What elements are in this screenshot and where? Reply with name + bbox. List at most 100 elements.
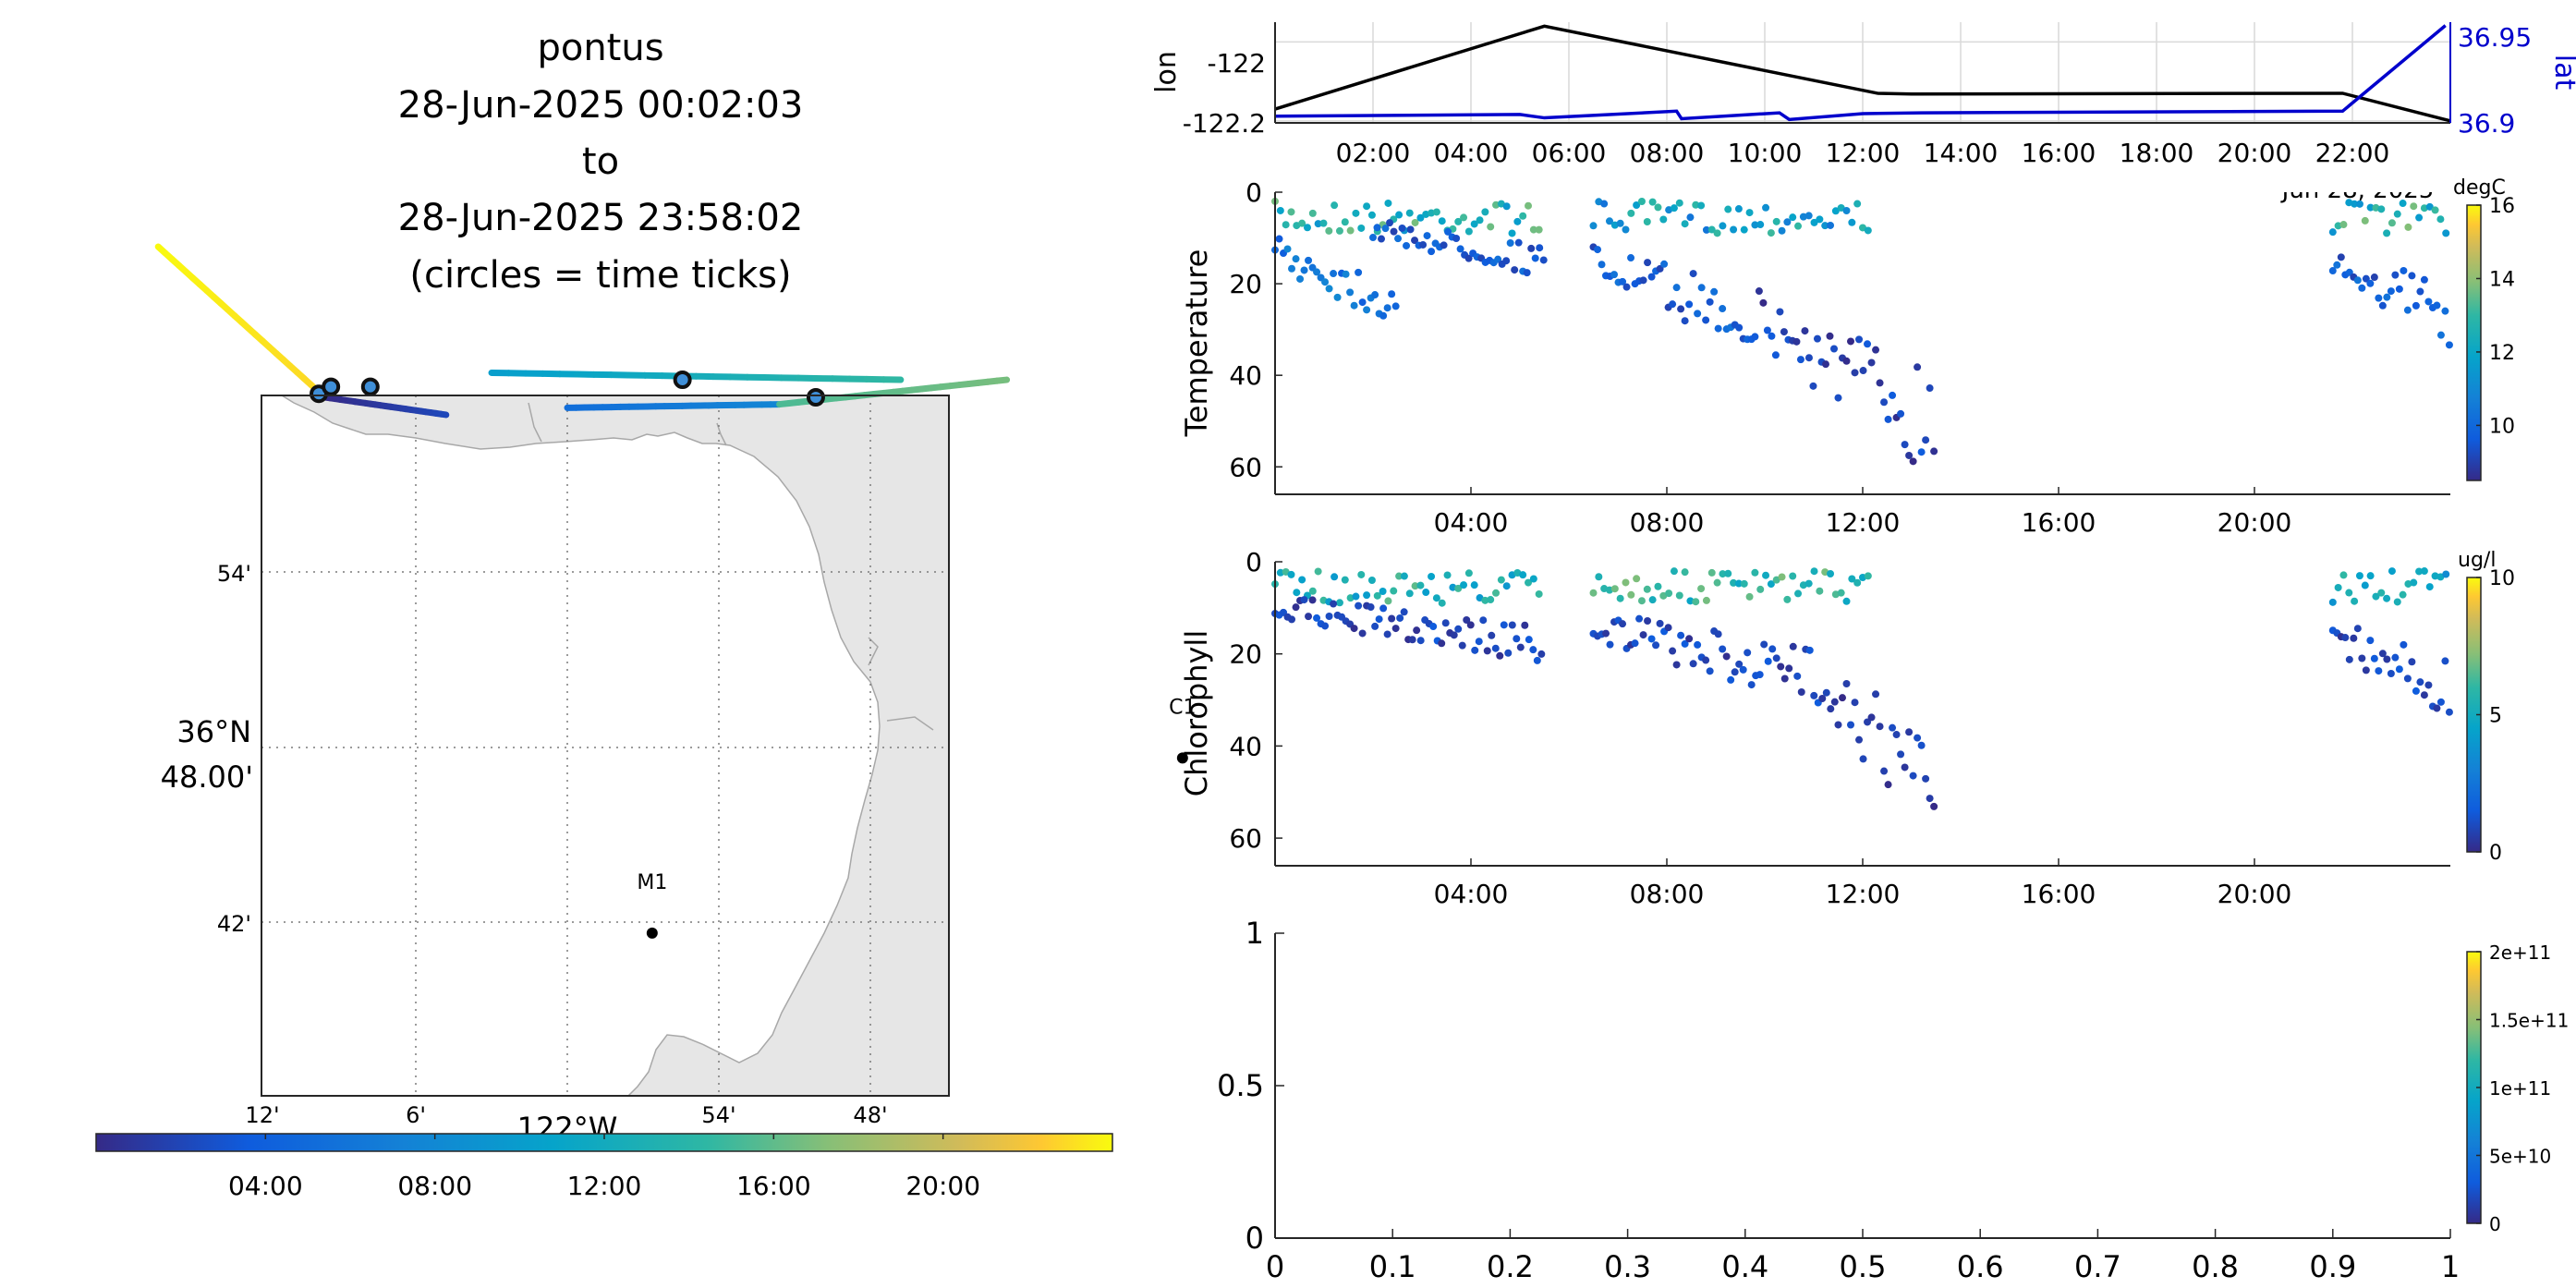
- colorbar-tick-label: 10: [2489, 567, 2515, 590]
- data-point: [2399, 590, 2407, 599]
- data-point: [2400, 266, 2408, 274]
- data-point: [2436, 331, 2445, 339]
- temperature-colorbar: [2466, 204, 2482, 481]
- data-point: [1525, 636, 1533, 644]
- data-point: [1797, 688, 1805, 697]
- data-point: [1637, 597, 1646, 605]
- data-point: [1644, 259, 1652, 267]
- data-point: [1464, 569, 1473, 577]
- data-point: [1627, 590, 1635, 599]
- data-point: [1822, 688, 1830, 697]
- depth-tick-label: 40: [1229, 360, 1262, 391]
- data-point: [1395, 572, 1403, 580]
- data-point: [1519, 571, 1527, 579]
- data-point: [2391, 271, 2400, 279]
- data-point: [1648, 198, 1657, 206]
- data-point: [2442, 229, 2450, 237]
- data-point: [2328, 228, 2337, 237]
- data-point: [2403, 674, 2412, 683]
- data-point: [1768, 645, 1777, 653]
- data-point: [1481, 596, 1489, 604]
- data-point: [2378, 650, 2387, 658]
- data-point: [1444, 227, 1452, 236]
- nav-time-tick: 08:00: [1630, 138, 1705, 168]
- data-point: [1762, 203, 1770, 212]
- data-point: [1500, 621, 1508, 629]
- data-point: [1776, 308, 1784, 316]
- data-point: [1804, 212, 1813, 220]
- colorbar-tick-label: 12:00: [567, 1171, 642, 1201]
- data-point: [1654, 203, 1662, 212]
- data-point: [1724, 205, 1732, 213]
- data-point: [1371, 291, 1379, 299]
- time-tick-label: 16:00: [2022, 879, 2096, 909]
- data-point: [1842, 206, 1851, 214]
- data-point: [1659, 215, 1668, 224]
- data-point: [1321, 622, 1330, 630]
- data-point: [1713, 578, 1721, 587]
- data-point: [1523, 269, 1531, 277]
- data-point: [1594, 246, 1602, 254]
- data-point: [1867, 713, 1876, 722]
- data-point: [1768, 332, 1776, 340]
- data-point: [1313, 268, 1321, 276]
- data-point: [1423, 232, 1431, 240]
- data-point: [1531, 254, 1539, 262]
- data-point: [2425, 202, 2434, 211]
- time-tick-circle: [673, 371, 692, 390]
- data-point: [1675, 199, 1683, 207]
- data-point: [2328, 598, 2337, 606]
- data-point: [1283, 245, 1292, 253]
- temperature-points: [1271, 197, 2453, 466]
- data-point: [1810, 567, 1818, 576]
- chlorophyll-panel: 0 20 40 60 04:00 08:00 12:00 16:00 20:00 Chloro…: [1179, 547, 2515, 909]
- data-point: [2391, 653, 2400, 662]
- data-point: [2416, 678, 2424, 687]
- lon-tick-12: 12': [245, 1102, 279, 1128]
- data-point: [2393, 598, 2401, 606]
- data-point: [1772, 576, 1780, 584]
- empty-colorbar-ticks: 0 5e+10 1e+11 1.5e+11 2e+11: [2476, 942, 2569, 1235]
- data-point: [2377, 205, 2386, 213]
- data-point: [1756, 671, 1764, 679]
- data-point: [1287, 570, 1295, 578]
- data-point: [1681, 220, 1689, 228]
- data-point: [1794, 589, 1803, 598]
- data-point: [1892, 731, 1901, 739]
- data-point: [1527, 244, 1536, 252]
- data-point: [2441, 657, 2449, 665]
- data-point: [1491, 644, 1500, 652]
- data-point: [1411, 582, 1419, 590]
- data-point: [1502, 202, 1511, 211]
- data-point: [2445, 341, 2453, 349]
- y-tick-label: 0.5: [1217, 1068, 1264, 1103]
- river-line: [868, 637, 879, 666]
- data-point: [1842, 680, 1851, 688]
- time-tick-label: 16:00: [2022, 507, 2096, 538]
- data-point: [1598, 261, 1606, 269]
- time-tick-circle: [322, 377, 341, 396]
- data-point: [1635, 614, 1644, 623]
- date-label-overlap: [2250, 176, 2449, 192]
- data-point: [1325, 285, 1333, 293]
- title-end-time: 28-Jun-2025 23:58:02: [397, 197, 804, 239]
- data-point: [1367, 603, 1375, 612]
- colorbar-tick-label: 5: [2489, 705, 2502, 728]
- data-point: [1831, 207, 1840, 215]
- data-point: [2378, 301, 2387, 310]
- data-point: [1330, 600, 1338, 608]
- nav-time-tick: 10:00: [1728, 138, 1803, 168]
- data-point: [1639, 276, 1647, 285]
- data-point: [2420, 691, 2428, 699]
- data-point: [2361, 581, 2369, 589]
- data-point: [1744, 649, 1752, 657]
- data-point: [1419, 240, 1428, 249]
- data-point: [1901, 441, 1909, 449]
- data-point: [1602, 629, 1610, 638]
- data-point: [1492, 589, 1501, 597]
- data-point: [1330, 270, 1338, 278]
- data-point: [1355, 601, 1363, 610]
- data-point: [1454, 625, 1463, 633]
